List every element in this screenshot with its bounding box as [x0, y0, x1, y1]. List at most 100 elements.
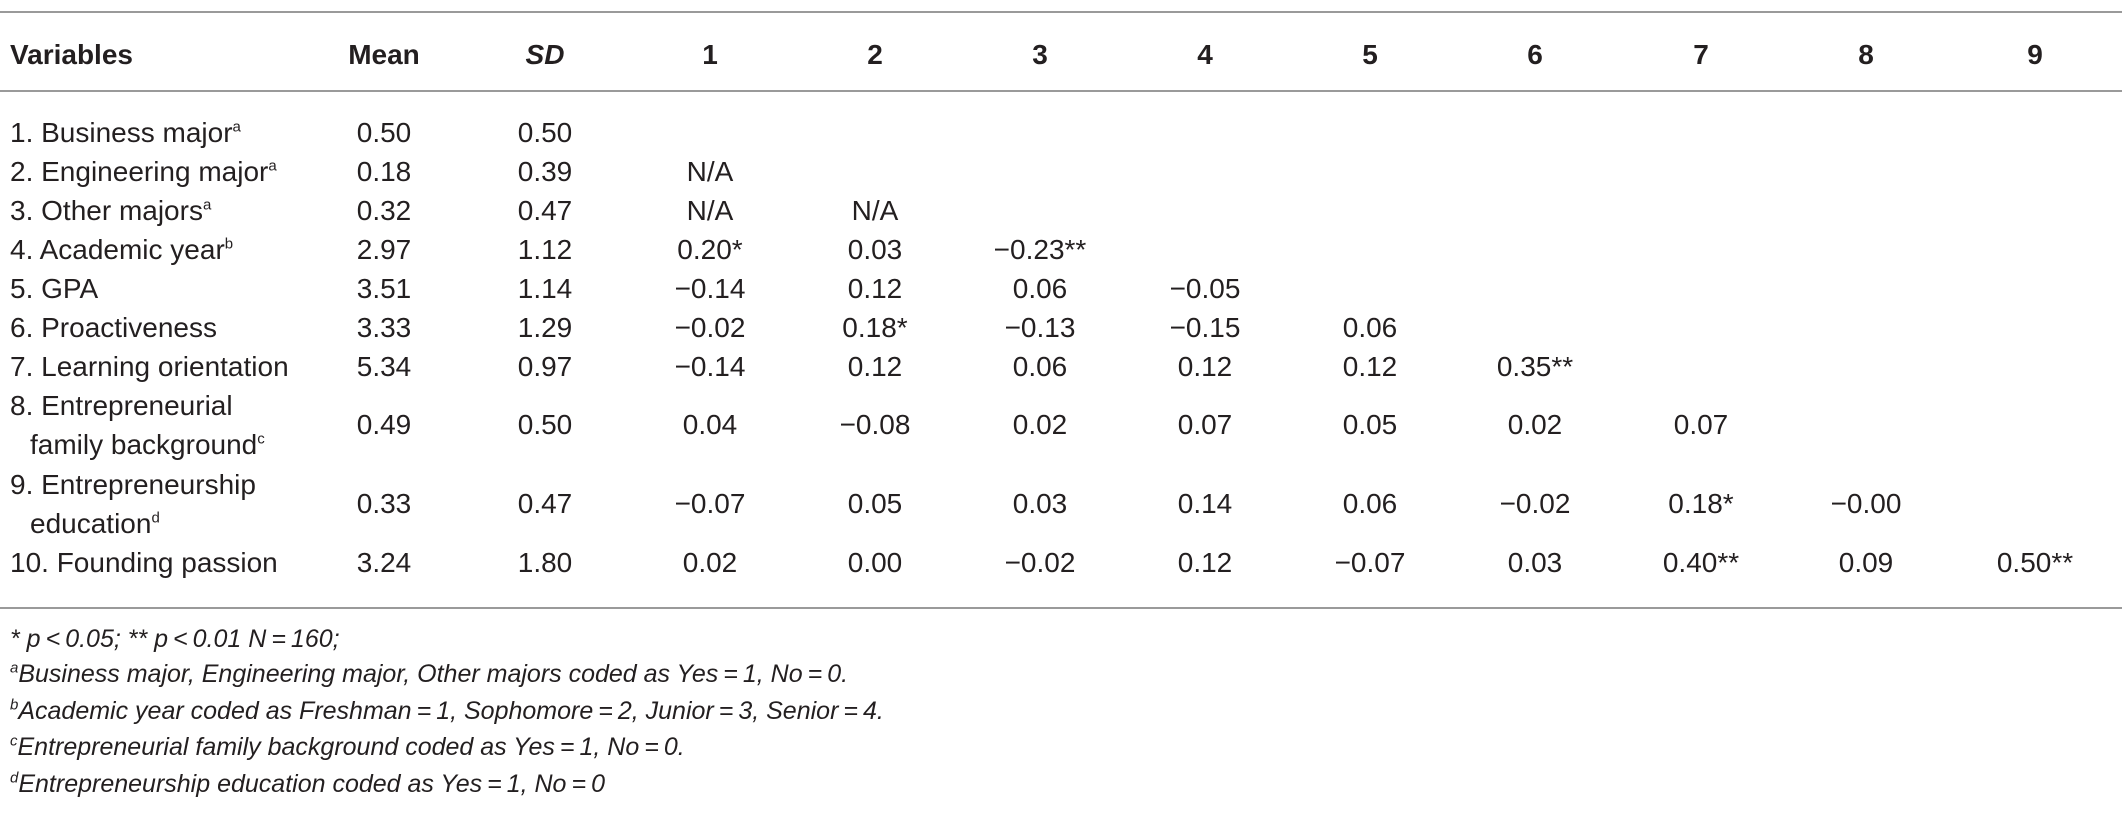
correlation-cell: 0.12: [1342, 351, 1398, 382]
row-label: 2. Engineering majora: [10, 152, 277, 191]
row-label-line2: educationd: [10, 504, 256, 543]
correlation-cell: −0.02: [1499, 488, 1571, 519]
note-text: Academic year coded as Freshman = 1, Sop…: [18, 697, 884, 725]
row-label-text: 7. Learning orientation: [10, 351, 289, 382]
correlation-cell: −0.14: [674, 351, 746, 382]
correlation-cell: 0.35**: [1496, 351, 1574, 382]
row-label-text: 3. Other majors: [10, 195, 203, 226]
mean-cell: 0.32: [356, 195, 412, 226]
footnote-marker: a: [10, 659, 19, 677]
sd-cell: 0.97: [517, 351, 573, 382]
correlation-cell: −0.00: [1830, 488, 1902, 519]
table-row: 9. Entrepreneurship educationd 0.33 0.47 −0.…: [0, 465, 2122, 543]
correlation-cell: −0.14: [674, 273, 746, 304]
footnote-marker: b: [10, 696, 19, 714]
correlation-cell: 0.06: [1012, 351, 1068, 382]
correlation-cell: 0.12: [1177, 351, 1233, 382]
correlation-cell: 0.20*: [677, 234, 743, 265]
row-label-text: 10. Founding passion: [10, 547, 278, 578]
sd-cell: 1.14: [517, 273, 573, 304]
correlation-cell: 0.03: [847, 234, 903, 265]
mean-cell: 0.49: [356, 409, 412, 440]
correlation-cell: 0.06: [1342, 488, 1398, 519]
table-note: dEntrepreneurship education coded as Yes…: [10, 770, 605, 799]
mean-cell: 3.33: [356, 312, 412, 343]
footnote-marker: a: [202, 196, 212, 214]
correlation-cell: 0.14: [1177, 488, 1233, 519]
header-col-1: 1: [702, 39, 718, 70]
correlation-cell: 0.40**: [1662, 547, 1740, 578]
header-col-6: 6: [1527, 39, 1543, 70]
note-text: * p < 0.05; ** p < 0.01 N = 160;: [10, 625, 340, 653]
row-label: 9. Entrepreneurship educationd: [10, 465, 256, 543]
header-rule: [0, 90, 2122, 92]
row-label: 1. Business majora: [10, 113, 241, 152]
correlation-cell: 0.02: [1507, 409, 1563, 440]
header-col-2: 2: [867, 39, 883, 70]
header-col-7: 7: [1693, 39, 1709, 70]
row-label-text: 2. Engineering major: [10, 156, 269, 187]
sd-cell: 0.50: [517, 409, 573, 440]
row-label: 8. Entrepreneurial family backgroundc: [10, 386, 265, 464]
row-label-text: 1. Business major: [10, 117, 233, 148]
correlation-cell: −0.07: [1334, 547, 1406, 578]
note-text: Business major, Engineering major, Other…: [18, 660, 849, 688]
correlation-cell: N/A: [851, 195, 899, 226]
table-row: 1. Business majora 0.50 0.50: [0, 113, 2122, 152]
correlation-cell: −0.02: [674, 312, 746, 343]
row-label-text: 5. GPA: [10, 273, 99, 304]
correlation-cell: 0.12: [847, 351, 903, 382]
header-variables: Variables: [10, 39, 133, 70]
correlation-cell: 0.09: [1838, 547, 1894, 578]
correlation-cell: −0.13: [1004, 312, 1076, 343]
footnote-marker: b: [224, 235, 234, 253]
sd-cell: 1.29: [517, 312, 573, 343]
table-top-rule: [0, 11, 2122, 13]
correlation-cell: −0.23**: [993, 234, 1087, 265]
row-label: 4. Academic yearb: [10, 230, 233, 269]
correlation-cell: 0.06: [1342, 312, 1398, 343]
correlation-cell: −0.08: [839, 409, 911, 440]
footnote-marker: c: [257, 430, 265, 448]
mean-cell: 0.33: [356, 488, 412, 519]
table-row: 3. Other majorsa 0.32 0.47 N/A N/A: [0, 191, 2122, 230]
header-col-3: 3: [1032, 39, 1048, 70]
correlation-cell: 0.04: [682, 409, 738, 440]
header-col-4: 4: [1197, 39, 1213, 70]
row-label: 3. Other majorsa: [10, 191, 211, 230]
row-label: 7. Learning orientation: [10, 347, 289, 386]
row-label: 6. Proactiveness: [10, 308, 217, 347]
correlation-cell: −0.15: [1169, 312, 1241, 343]
correlation-cell: 0.18*: [1668, 488, 1734, 519]
note-text: Entrepreneurship education coded as Yes …: [18, 770, 605, 798]
footnote-marker: d: [10, 769, 19, 787]
header-col-9: 9: [2027, 39, 2043, 70]
correlation-cell: 0.03: [1012, 488, 1068, 519]
mean-cell: 3.24: [356, 547, 412, 578]
correlation-cell: 0.12: [1177, 547, 1233, 578]
correlation-cell: −0.02: [1004, 547, 1076, 578]
row-label-line1: 8. Entrepreneurial: [10, 390, 233, 421]
correlation-cell: 0.12: [847, 273, 903, 304]
correlation-cell: 0.18*: [842, 312, 908, 343]
footnote-marker: c: [10, 732, 18, 750]
sd-cell: 0.47: [517, 195, 573, 226]
note-text: Entrepreneurial family background coded …: [17, 733, 685, 761]
mean-cell: 0.18: [356, 156, 412, 187]
footnote-marker: a: [232, 118, 241, 136]
table-note: cEntrepreneurial family background coded…: [10, 733, 685, 762]
footnote-marker: a: [268, 157, 277, 175]
table-row: 5. GPA 3.51 1.14 −0.14 0.12 0.06 −0.05: [0, 269, 2122, 308]
correlation-cell: 0.02: [682, 547, 738, 578]
row-label-text: education: [30, 508, 152, 539]
table-row: 4. Academic yearb 2.97 1.12 0.20* 0.03 −0.23*…: [0, 230, 2122, 269]
row-label-line1: 9. Entrepreneurship: [10, 469, 256, 500]
table-row: 2. Engineering majora 0.18 0.39 N/A: [0, 152, 2122, 191]
footnote-marker: d: [151, 509, 160, 527]
correlation-cell: 0.03: [1507, 547, 1563, 578]
row-label-line2: family backgroundc: [10, 425, 265, 464]
correlation-cell: −0.07: [674, 488, 746, 519]
mean-cell: 5.34: [356, 351, 412, 382]
row-label-text: family background: [30, 429, 258, 460]
correlation-cell: 0.06: [1012, 273, 1068, 304]
